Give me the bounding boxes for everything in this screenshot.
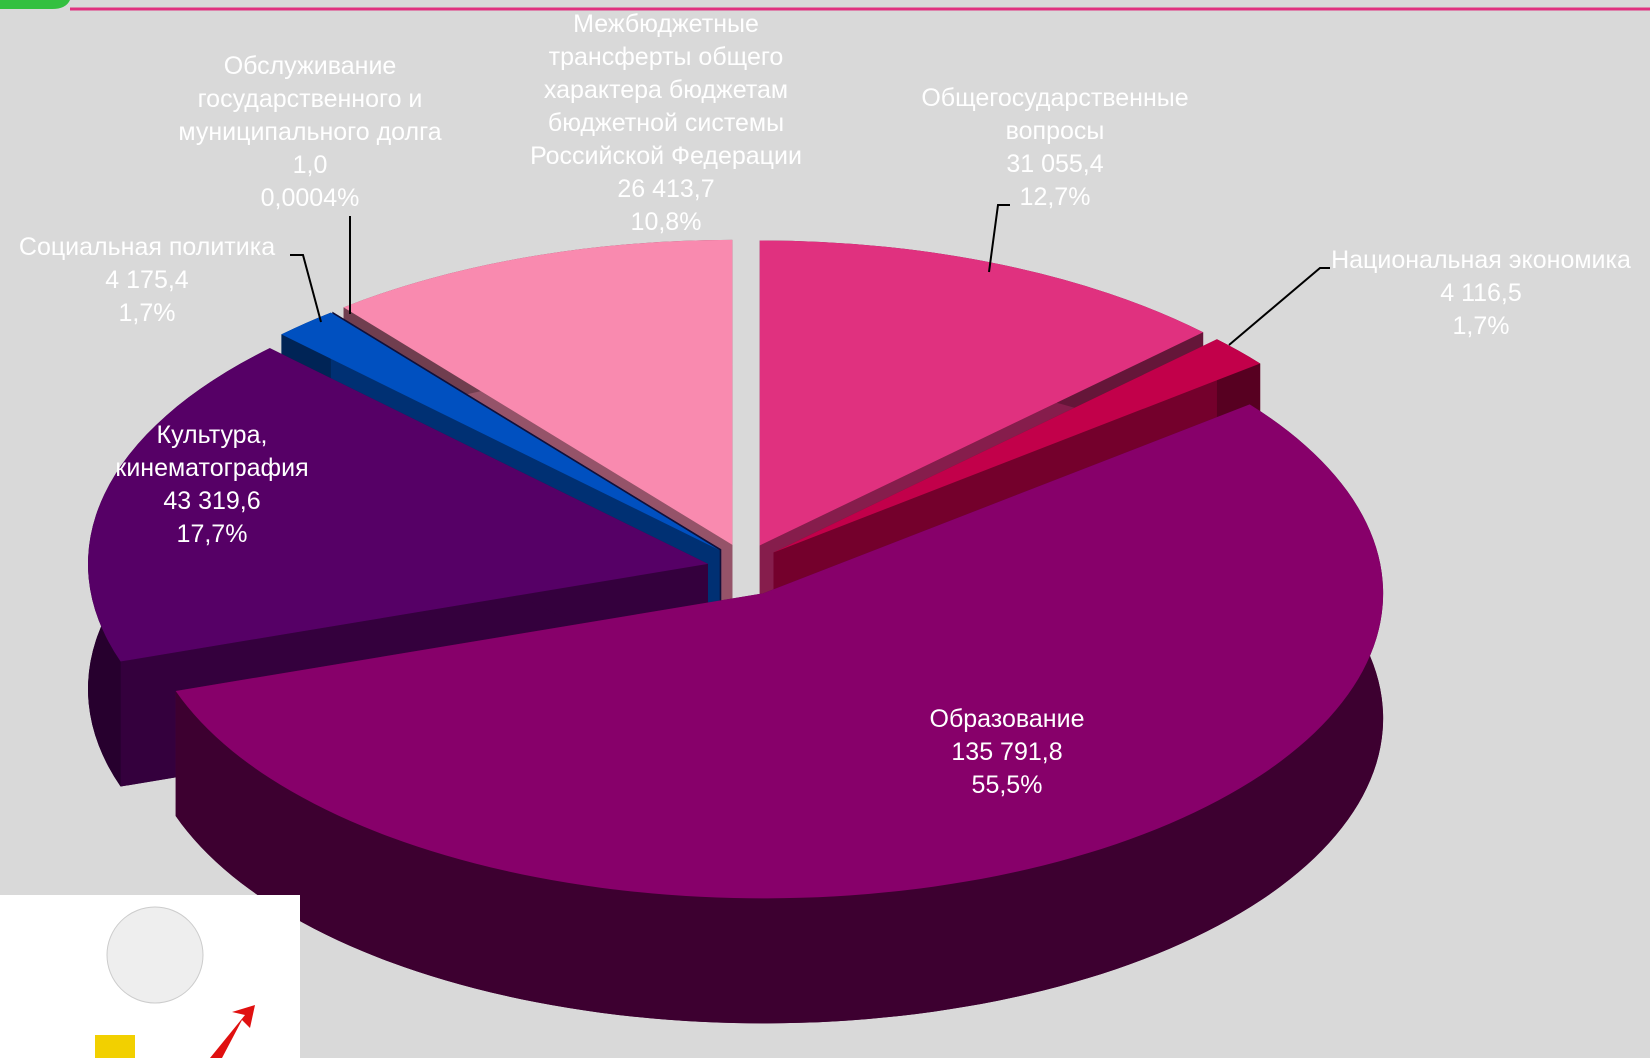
label-name: Образование: [929, 705, 1085, 733]
label-name: Культура, кинематография: [115, 421, 309, 482]
label-amount: 4 175,4: [105, 266, 189, 294]
label-amount: 31 055,4: [1006, 150, 1104, 178]
slice: [759, 240, 1204, 546]
illustration-arrow: [210, 1005, 255, 1058]
data-label: Обслуживание государственного и муниципа…: [155, 50, 465, 215]
header-tab: [0, 0, 70, 9]
label-amount: 26 413,7: [617, 175, 715, 203]
label-amount: 43 319,6: [163, 487, 261, 515]
label-percent: 55,5%: [971, 771, 1043, 799]
data-label: Общегосударственные вопросы 31 055,4 12,7%: [895, 82, 1215, 214]
data-label: Межбюджетные трансферты общего характера…: [511, 8, 821, 239]
label-percent: 1,7%: [1452, 312, 1510, 340]
label-amount: 1,0: [292, 151, 328, 179]
label-percent: 10,8%: [630, 208, 702, 236]
label-name: Общегосударственные вопросы: [921, 84, 1189, 145]
slice: [332, 311, 722, 550]
leader-lines: [290, 204, 1330, 346]
data-label: Социальная политика 4 175,4 1,7%: [0, 231, 297, 330]
label-amount: 135 791,8: [951, 738, 1063, 766]
label-name: Национальная экономика: [1331, 246, 1631, 274]
leader-line: [988, 204, 1010, 273]
label-percent: 0,0004%: [260, 184, 360, 212]
leader-line: [290, 254, 322, 323]
label-percent: 12,7%: [1019, 183, 1091, 211]
slice-side: [175, 404, 1384, 1024]
label-name: Социальная политика: [18, 233, 276, 261]
label-amount: 4 116,5: [1440, 279, 1522, 307]
label-percent: 1,7%: [118, 299, 176, 327]
slice: [343, 239, 733, 545]
illustration-figure: [106, 906, 204, 1004]
slice: [773, 339, 1261, 553]
pie: [88, 239, 1384, 1024]
data-label: Национальная экономика 4 116,5 1,7%: [1301, 244, 1650, 343]
slice: [281, 312, 720, 551]
slice: [88, 348, 709, 662]
leader-line: [1228, 267, 1330, 346]
slice: [175, 404, 1384, 899]
illustration-figure: [95, 1035, 135, 1058]
data-label: Образование 135 791,8 55,5%: [857, 703, 1157, 802]
data-label: Культура, кинематография 43 319,6 17,7%: [87, 419, 337, 551]
label-name: Обслуживание государственного и муниципа…: [178, 52, 442, 146]
label-percent: 17,7%: [176, 520, 248, 548]
label-name: Межбюджетные трансферты общего характера…: [530, 10, 802, 170]
